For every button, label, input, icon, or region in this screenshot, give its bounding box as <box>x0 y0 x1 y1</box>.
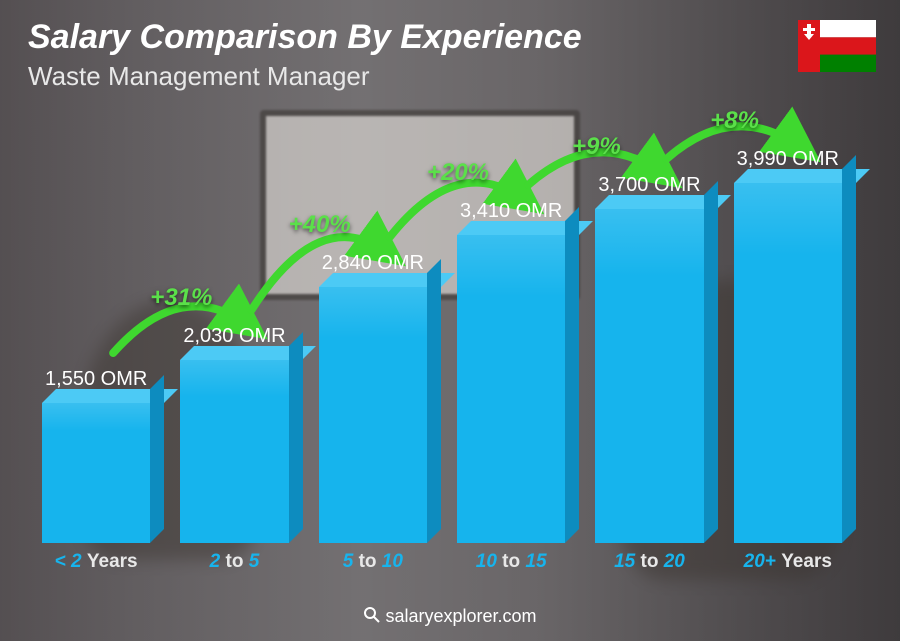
bar-value-label: 2,840 OMR <box>322 252 424 275</box>
bar-value-label: 3,700 OMR <box>598 174 700 197</box>
bar-slot: 3,700 OMR15 to 20 <box>595 174 703 543</box>
bar <box>457 235 565 543</box>
category-label: 2 to 5 <box>180 551 288 573</box>
bar <box>319 287 427 543</box>
pct-increase-label: +31% <box>150 284 212 312</box>
search-icon <box>363 606 381 624</box>
bar-slot: 1,550 OMR< 2 Years <box>42 368 150 543</box>
oman-flag-icon <box>798 20 876 72</box>
category-label: 15 to 20 <box>595 551 703 573</box>
salary-bar-chart: 1,550 OMR< 2 Years2,030 OMR2 to 52,840 O… <box>34 120 850 577</box>
category-label: 10 to 15 <box>457 551 565 573</box>
bar-value-label: 3,990 OMR <box>737 148 839 171</box>
page-title: Salary Comparison By Experience <box>28 18 780 57</box>
bar-value-label: 1,550 OMR <box>45 368 147 391</box>
bar-slot: 3,410 OMR10 to 15 <box>457 200 565 543</box>
category-label: < 2 Years <box>42 551 150 573</box>
pct-increase-label: +8% <box>710 107 759 135</box>
bar-slot: 3,990 OMR20+ Years <box>734 148 842 543</box>
bar-value-label: 3,410 OMR <box>460 200 562 223</box>
footer-site: salaryexplorer.com <box>385 606 536 626</box>
category-label: 20+ Years <box>734 551 842 573</box>
pct-increase-label: +9% <box>572 133 621 161</box>
pct-increase-label: +40% <box>289 211 351 239</box>
footer: salaryexplorer.com <box>0 606 900 627</box>
bar <box>42 403 150 543</box>
bar-slot: 2,030 OMR2 to 5 <box>180 325 288 543</box>
bar-value-label: 2,030 OMR <box>183 325 285 348</box>
bar-slot: 2,840 OMR5 to 10 <box>319 252 427 543</box>
header: Salary Comparison By Experience Waste Ma… <box>28 18 780 92</box>
bar <box>595 209 703 543</box>
pct-increase-label: +20% <box>427 159 489 187</box>
bar <box>734 183 842 543</box>
bar <box>180 360 288 543</box>
page-subtitle: Waste Management Manager <box>28 61 780 92</box>
category-label: 5 to 10 <box>319 551 427 573</box>
